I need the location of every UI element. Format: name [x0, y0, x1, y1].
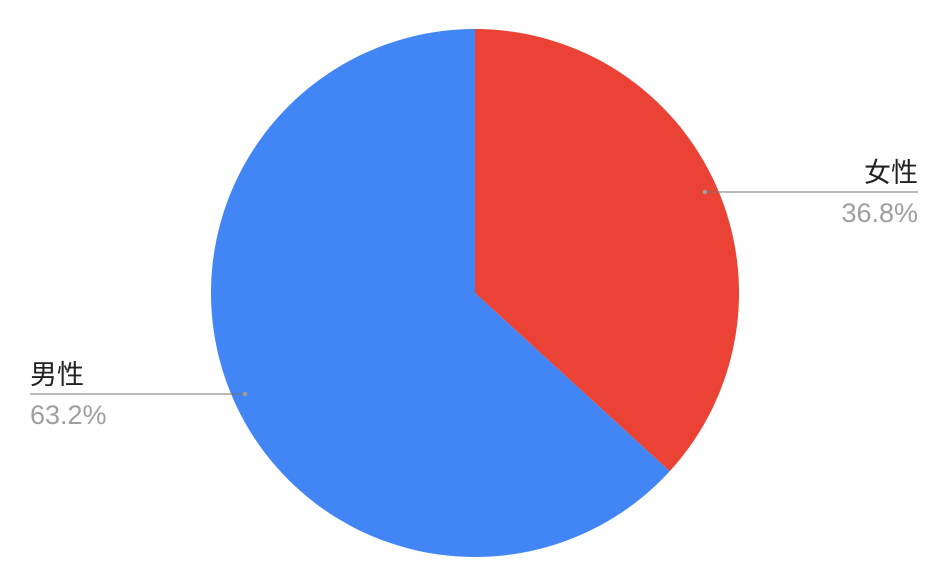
slice-label-1: 男性: [30, 360, 84, 390]
leader-dot-0: [702, 189, 708, 195]
pie-slice-1: [211, 29, 670, 557]
slice-percent-1: 63.2%: [30, 400, 107, 430]
slice-label-0: 女性: [864, 158, 918, 188]
leader-dot-1: [242, 391, 248, 397]
pie-slice-0: [475, 29, 740, 472]
slice-percent-0: 36.8%: [841, 198, 918, 228]
